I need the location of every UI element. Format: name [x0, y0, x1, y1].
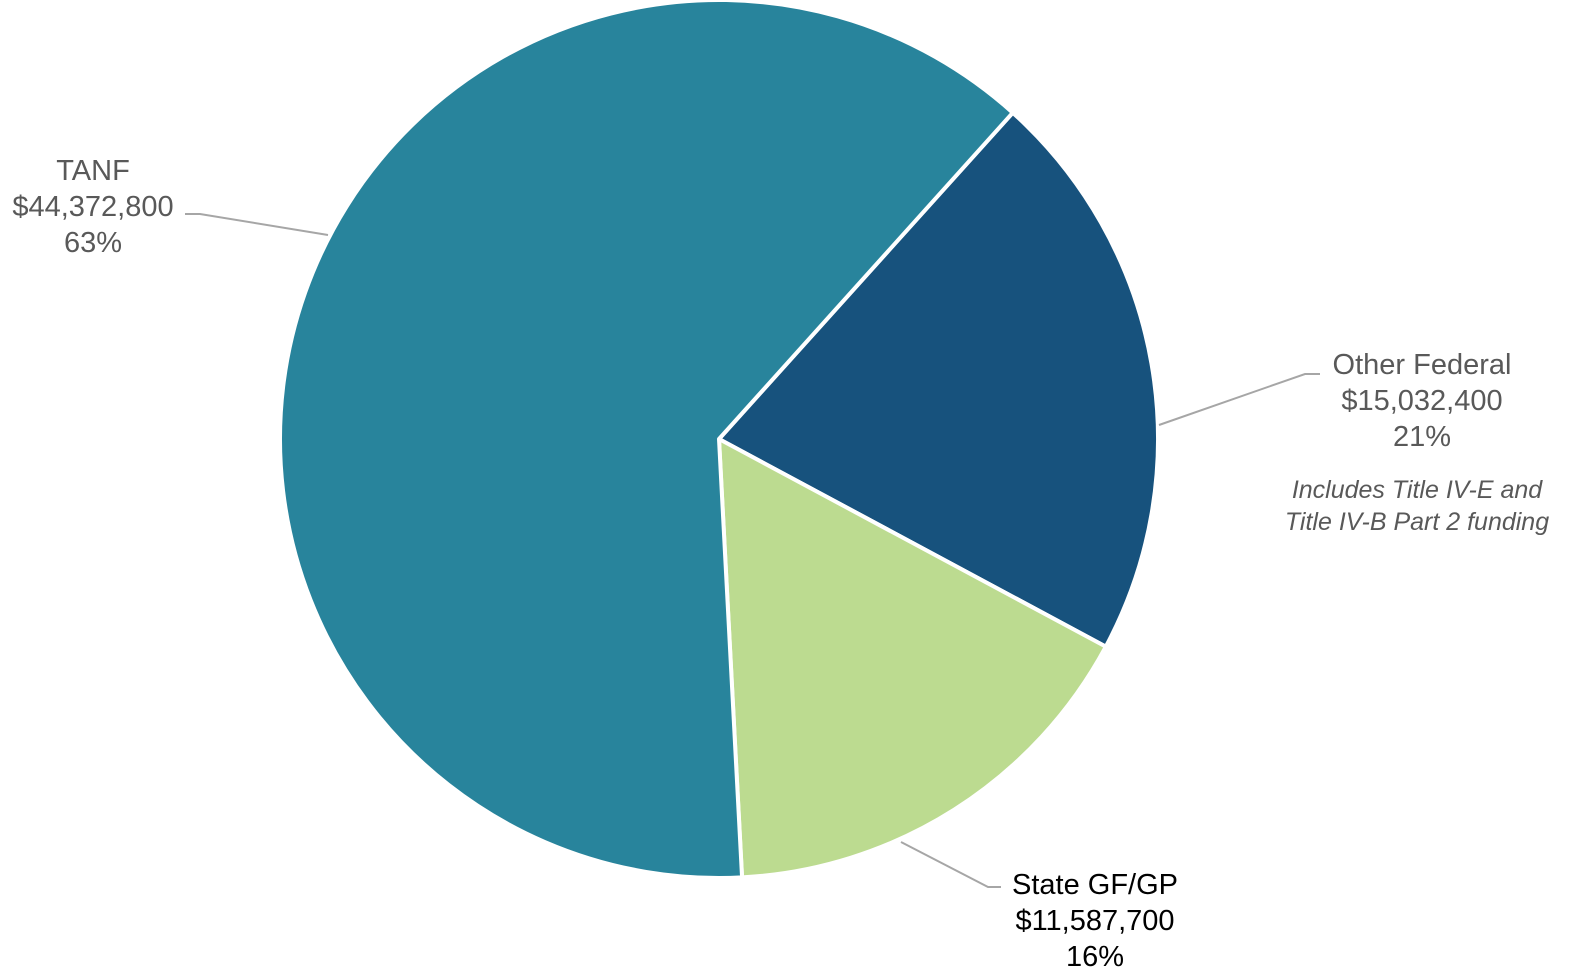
pie-slice-tanf [277, 0, 1015, 880]
leader-lines [185, 213, 1320, 888]
leader-line-state-gfgp [900, 841, 1001, 888]
slice-value-label: $15,032,400 [1341, 385, 1502, 417]
leader-line-tanf [185, 213, 329, 236]
slice-note-line-2: Title IV-B Part 2 funding [1285, 508, 1549, 536]
slice-value-label: $44,372,800 [12, 191, 173, 223]
data-label-tanf: TANF $44,372,800 63% [12, 155, 173, 259]
slice-note-line-1: Includes Title IV-E and [1292, 476, 1543, 504]
slice-percent-label: 21% [1393, 421, 1451, 453]
slice-percent-label: 63% [64, 227, 122, 259]
slice-name-label: Other Federal [1333, 349, 1512, 381]
pie-slices [277, 0, 1160, 880]
pie-slice-other-federal [717, 110, 1160, 649]
slice-name-label: State GF/GP [1012, 869, 1178, 901]
pie-slice-state-gf-gp [717, 437, 1108, 880]
slice-value-label: $11,587,700 [1015, 905, 1174, 937]
data-label-state-gfgp: State GF/GP $11,587,700 16% [1012, 869, 1178, 973]
leader-line-other-federal [1158, 373, 1320, 426]
data-label-other-federal: Other Federal $15,032,400 21% Includes T… [1285, 349, 1549, 536]
slice-name-label: TANF [56, 155, 130, 187]
slice-percent-label: 16% [1066, 941, 1124, 973]
